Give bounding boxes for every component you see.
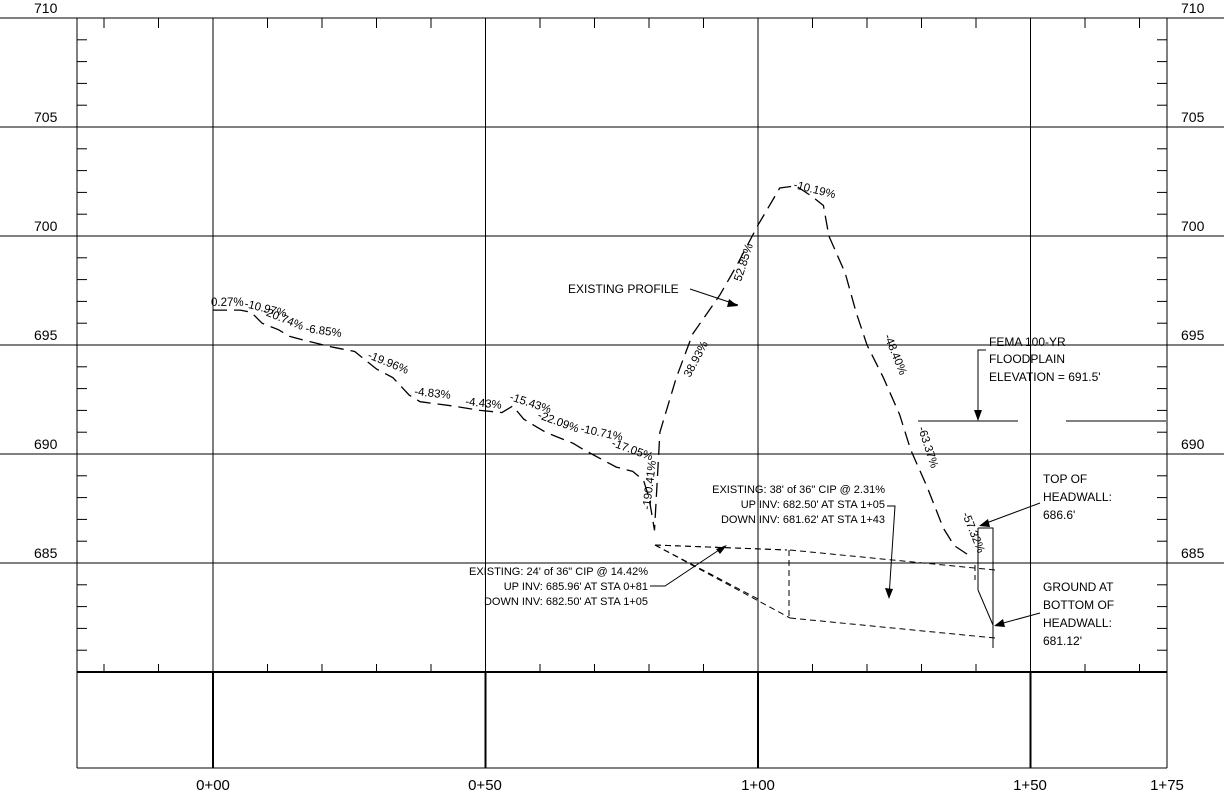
grade-label: -48.40% [881,333,908,377]
headwall-ground-label-line-3: HEADWALL: [1043,616,1112,630]
pipe-1-arrow-head [716,545,727,554]
grade-label: -6.85% [305,323,343,340]
headwall-ground-arrow-head [994,619,1005,627]
station-label-0-50: 0+50 [468,777,502,794]
pipe-1-label-line-1: EXISTING: 24' of 36" CIP @ 14.42% [469,566,648,578]
fema-arrow-head [974,410,982,421]
elevation-labels: 710 710 705 705 700 700 695 695 690 690 … [34,0,1205,561]
existing-ground-profile [213,185,971,558]
headwall-ground-callout: GROUND AT BOTTOM OF HEADWALL: 681.12' [994,580,1114,648]
pipe-1-leader [650,545,726,587]
elev-label-700-left: 700 [34,218,58,234]
headwall-ground-label-line-2: BOTTOM OF [1043,598,1114,612]
pipe-2-label-line-2: UP INV: 682.50' AT STA 1+05 [741,499,885,511]
elev-label-685-right: 685 [1181,545,1205,561]
headwall-slope [977,589,994,626]
elev-label-710-left: 710 [34,0,58,16]
station-label-1-00: 1+00 [741,777,775,794]
pipe-2-invert [789,617,996,639]
station-label-1-50: 1+50 [1013,777,1047,794]
pipe-2-label-line-1: EXISTING: 38' of 36" CIP @ 2.31% [712,484,885,496]
existing-pipes [654,544,996,639]
pipe-1-label-line-3: DOWN INV: 682.50' AT STA 1+05 [484,596,648,608]
existing-profile-arrow-head [727,299,738,307]
elev-label-710-right: 710 [1181,0,1205,16]
station-label-0-00: 0+00 [196,777,230,794]
pipe-2-label-line-3: DOWN INV: 681.62' AT STA 1+43 [721,514,885,526]
pipe-2-leader [887,505,896,598]
grade-label: 0.27% [211,297,244,309]
headwall-ground-label-line-4: 681.12' [1043,634,1082,648]
pipe-1-label-line-2: UP INV: 685.96' AT STA 0+81 [504,581,648,593]
headwall-outline [978,527,994,648]
station-label-1-75: 1+75 [1150,777,1184,794]
grade-label: -10.19% [792,179,836,201]
grade-label: -4.83% [414,386,451,402]
station-labels: 0+00 0+50 1+00 1+50 1+75 [196,777,1184,794]
fema-leader [977,349,986,420]
elev-label-700-right: 700 [1181,218,1205,234]
grade-label: -4.43% [465,396,502,412]
elev-label-690-left: 690 [34,436,58,452]
pipe-1-top [654,544,788,551]
pipe-2-crown [789,549,996,571]
elev-label-705-right: 705 [1181,109,1205,125]
elev-label-705-left: 705 [34,109,58,125]
elev-label-690-right: 690 [1181,436,1205,452]
grade-label: -190.41% [641,460,659,510]
elev-label-695-right: 695 [1181,327,1205,343]
headwall-top-arrow-head [979,519,990,527]
existing-profile-callout: EXISTING PROFILE [568,282,739,307]
fema-label-line-3: ELEVATION = 691.5' [989,370,1101,384]
grade-label: -22.09% [536,410,580,436]
headwall-top-label-line-1: TOP OF [1043,472,1087,486]
headwall-top-callout: TOP OF HEADWALL: 686.6' [979,472,1112,527]
grade-label: -57.32% [959,511,986,555]
grade-label: -63.37% [915,425,940,469]
elev-label-695-left: 695 [34,327,58,343]
headwall-top-label-line-2: HEADWALL: [1043,490,1112,504]
headwall-top-label-line-3: 686.6' [1043,508,1075,522]
headwall-top-leader [980,502,1041,526]
grade-label: 52.85% [732,242,755,283]
pipe-1-upper-edge [654,544,761,601]
headwall-ground-label-line-1: GROUND AT [1043,580,1114,594]
fema-label-line-2: FLOODPLAIN [989,352,1065,366]
grade-label: -19.96% [366,350,410,377]
pipe-1-callout: EXISTING: 24' of 36" CIP @ 14.42% UP INV… [469,545,727,608]
elev-label-685-left: 685 [34,545,58,561]
grid-lines [0,17,1224,769]
pipe-2-arrow-head [885,588,893,599]
pipe-2-callout: EXISTING: 38' of 36" CIP @ 2.31% UP INV:… [712,484,896,599]
grade-label: -17.05% [610,438,654,464]
fema-label-line-1: FEMA 100-YR [989,335,1066,349]
existing-profile-label: EXISTING PROFILE [568,282,679,296]
headwall [974,527,994,648]
fema-floodplain: FEMA 100-YR FLOODPLAIN ELEVATION = 691.5… [918,335,1166,422]
tick-marks [77,18,1167,672]
